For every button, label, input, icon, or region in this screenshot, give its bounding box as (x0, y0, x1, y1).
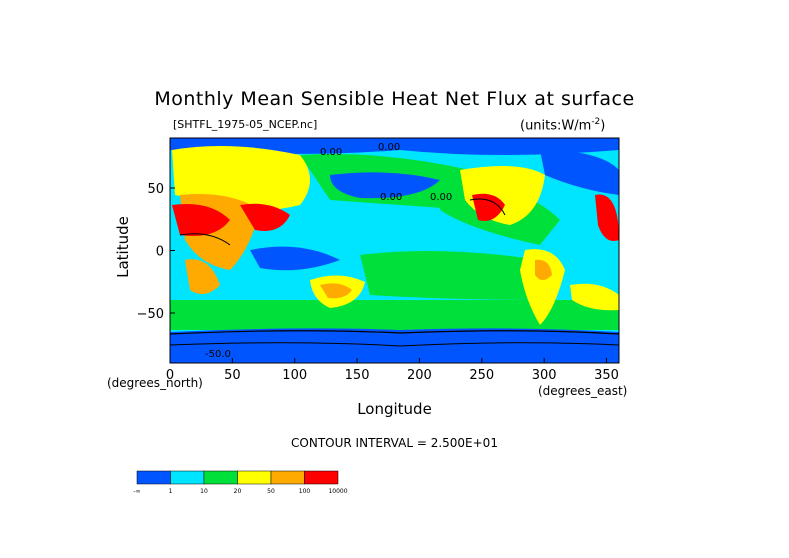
x-tick-label: 150 (345, 368, 370, 383)
field-region (330, 172, 440, 199)
field-region (172, 204, 230, 236)
field-region (250, 246, 340, 271)
chart-title: Monthly Mean Sensible Heat Net Flux at s… (154, 88, 635, 110)
field-region (595, 194, 619, 241)
field-region (170, 138, 619, 155)
colorbar-label: 1 (169, 488, 173, 495)
contour-line (179, 233, 231, 246)
units-label: (units:W/m-2) (520, 117, 606, 134)
dataset-label: [SHTFL_1975-05_NCEP.nc] (173, 118, 318, 131)
field-region (360, 251, 545, 300)
colorbar-swatch (170, 470, 205, 485)
contour-line (469, 198, 506, 216)
colorbar-swatch (203, 470, 238, 485)
field-region (320, 283, 352, 299)
colorbar-swatch (136, 470, 171, 485)
field-region (570, 283, 619, 311)
colorbar-swatch (270, 470, 305, 485)
contour-line (170, 330, 619, 335)
field-region (172, 146, 310, 210)
contour-label: 0.00 (320, 147, 342, 158)
map-field: 0.00 0.00 0.00 0.00 -50.0 (170, 138, 619, 363)
field-region (472, 193, 505, 221)
x-tick-label: 100 (282, 368, 307, 383)
x-tick-label: 200 (407, 368, 432, 383)
x-axis-label: Longitude (357, 400, 432, 418)
colorbar-label: 10 (200, 488, 208, 495)
x-tick-label: 350 (594, 368, 619, 383)
y-axis-unit: (degrees_north) (107, 376, 203, 390)
x-axis-unit: (degrees_east) (538, 384, 628, 398)
y-tick-label: −50 (137, 307, 164, 322)
contour-interval-label: CONTOUR INTERVAL = 2.500E+01 (291, 436, 498, 450)
x-tick-label: 50 (224, 368, 241, 383)
contour-label: 0.00 (430, 192, 452, 203)
contour-label: 0.00 (380, 192, 402, 203)
colorbar: -∞ 1 10 20 50 100 10000 (133, 470, 348, 495)
field-region (185, 259, 220, 294)
x-tick-label: 300 (532, 368, 557, 383)
axis-ticks: 0 50 100 150 200 250 300 350 50 0 −50 (137, 182, 619, 383)
field-region (240, 203, 290, 231)
colorbar-label: 100 (299, 488, 311, 495)
y-tick-label: 0 (156, 245, 164, 260)
colorbar-label: -∞ (133, 488, 140, 495)
contour-label: -50.0 (205, 349, 231, 360)
colorbar-swatch (237, 470, 272, 485)
field-region (535, 259, 552, 280)
colorbar-label: 20 (234, 488, 242, 495)
contour-line (170, 342, 619, 347)
x-tick-label: 250 (469, 368, 494, 383)
y-tick-label: 50 (147, 182, 164, 197)
contour-label: 0.00 (378, 142, 400, 153)
field-region (520, 249, 565, 325)
colorbar-label: 50 (267, 488, 275, 495)
field-region (170, 300, 619, 330)
colorbar-swatch (304, 470, 339, 485)
colorbar-label: 10000 (328, 488, 347, 495)
field-region (540, 150, 619, 195)
x-tick-label: 0 (166, 368, 174, 383)
